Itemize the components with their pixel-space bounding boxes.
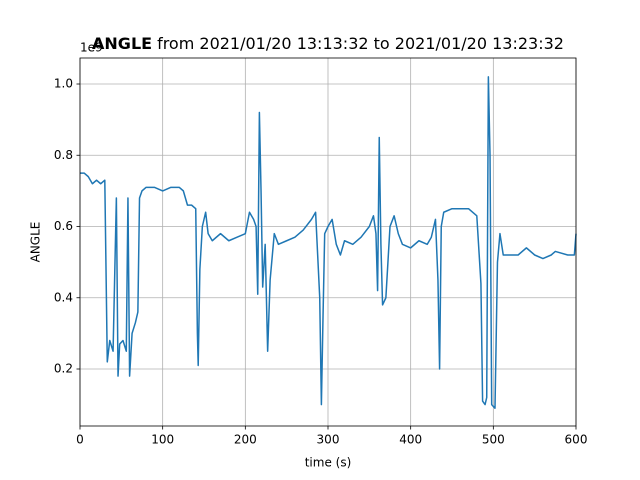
y-tick-label: 1.0	[54, 77, 73, 91]
data-line	[80, 76, 577, 409]
x-tick-label: 500	[482, 433, 505, 447]
y-tick-label: 0.2	[54, 362, 73, 376]
y-tick-label: 0.4	[54, 290, 73, 304]
x-tick-label: 600	[565, 433, 588, 447]
y-tick-label: 0.6	[54, 219, 73, 233]
x-axis-label: time (s)	[305, 456, 352, 470]
chart-title: ANGLE from 2021/01/20 13:13:32 to 2021/01…	[92, 34, 564, 53]
axes-frame	[79, 57, 577, 427]
y-tick-label: 0.8	[54, 148, 73, 162]
x-tick-label: 200	[234, 433, 257, 447]
title-bold: ANGLE	[92, 34, 152, 53]
offset-text: 1e9	[80, 41, 103, 55]
title-rest: from 2021/01/20 13:13:32 to 2021/01/20 1…	[157, 34, 564, 53]
x-tick-label: 100	[151, 433, 174, 447]
y-axis-label: ANGLE	[29, 222, 43, 263]
x-tick-label: 400	[399, 433, 422, 447]
x-tick-label: 0	[76, 433, 84, 447]
x-tick-label: 300	[317, 433, 340, 447]
